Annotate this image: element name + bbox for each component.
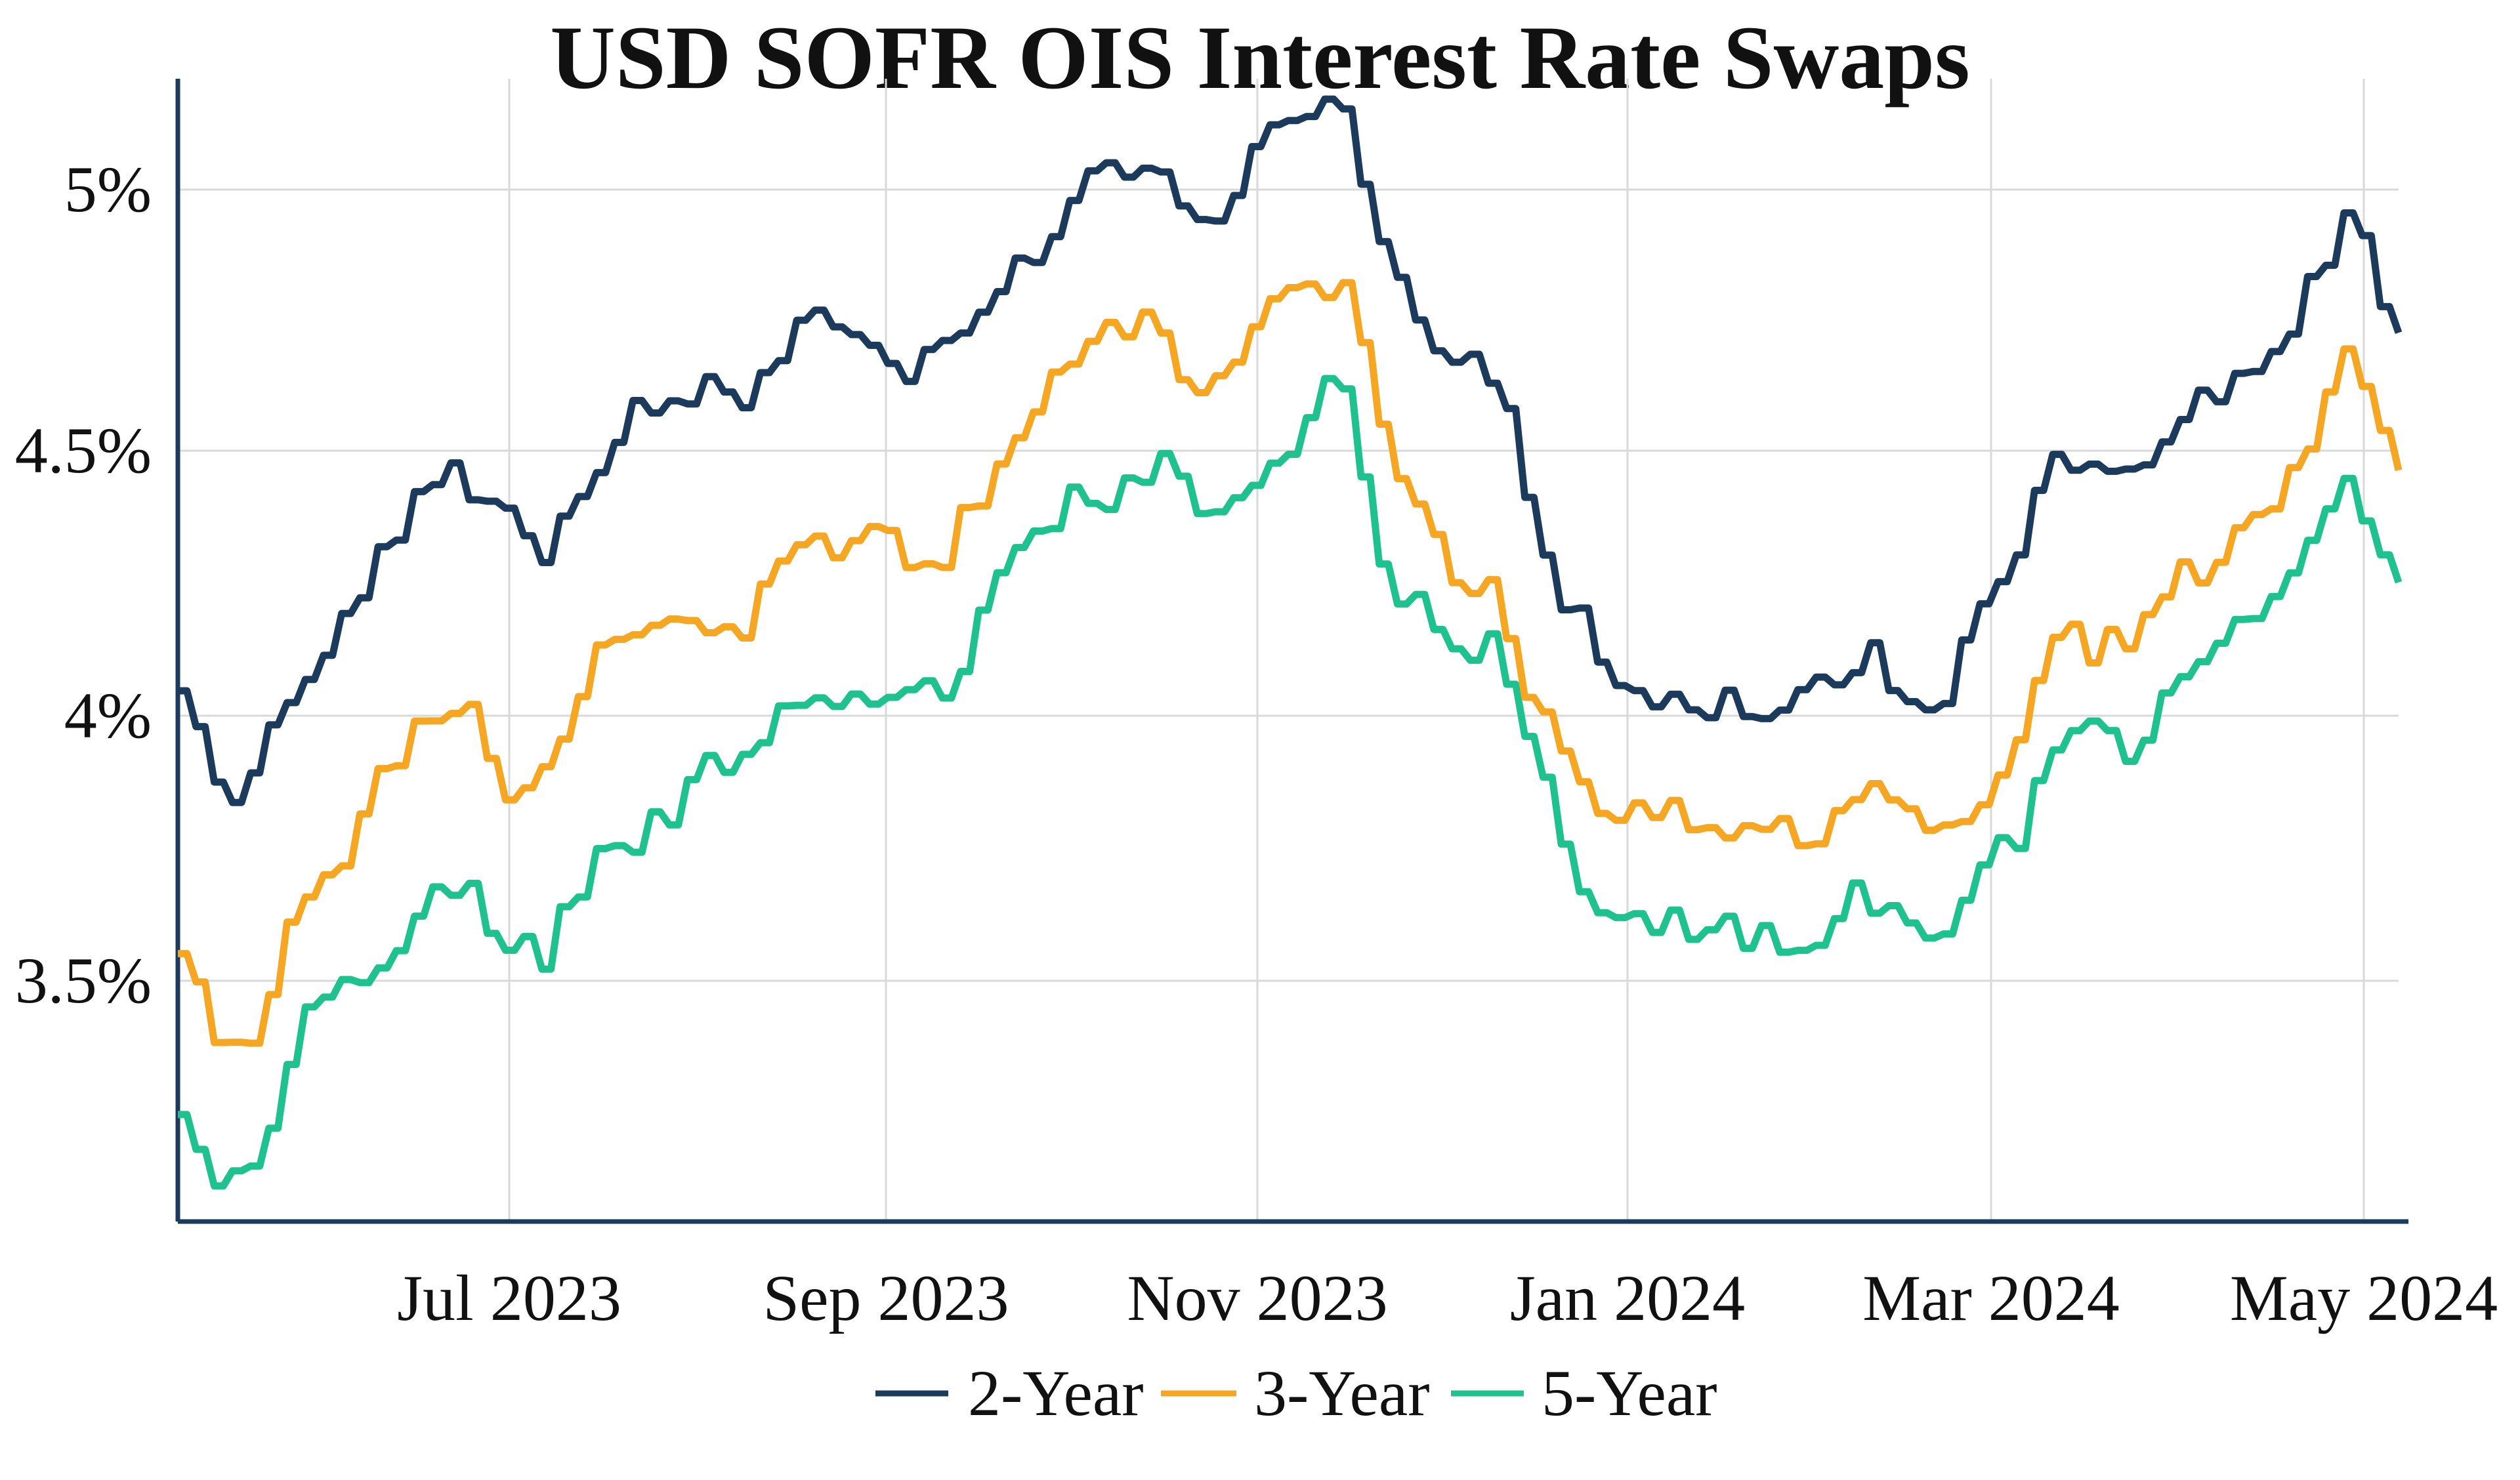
svg-text:3-Year: 3-Year (1254, 1357, 1430, 1429)
svg-text:5%: 5% (64, 153, 152, 226)
svg-text:Nov 2023: Nov 2023 (1127, 1262, 1387, 1334)
svg-text:4.5%: 4.5% (15, 414, 152, 487)
svg-text:4%: 4% (64, 679, 152, 752)
svg-text:2-Year: 2-Year (968, 1357, 1144, 1429)
svg-text:5-Year: 5-Year (1542, 1357, 1717, 1429)
svg-text:3.5%: 3.5% (15, 944, 152, 1017)
svg-text:Mar 2024: Mar 2024 (1862, 1262, 2120, 1334)
svg-text:May 2024: May 2024 (2230, 1262, 2498, 1334)
svg-text:Jan 2024: Jan 2024 (1510, 1262, 1745, 1334)
svg-text:Sep 2023: Sep 2023 (763, 1262, 1009, 1334)
svg-text:Jul 2023: Jul 2023 (397, 1262, 621, 1334)
